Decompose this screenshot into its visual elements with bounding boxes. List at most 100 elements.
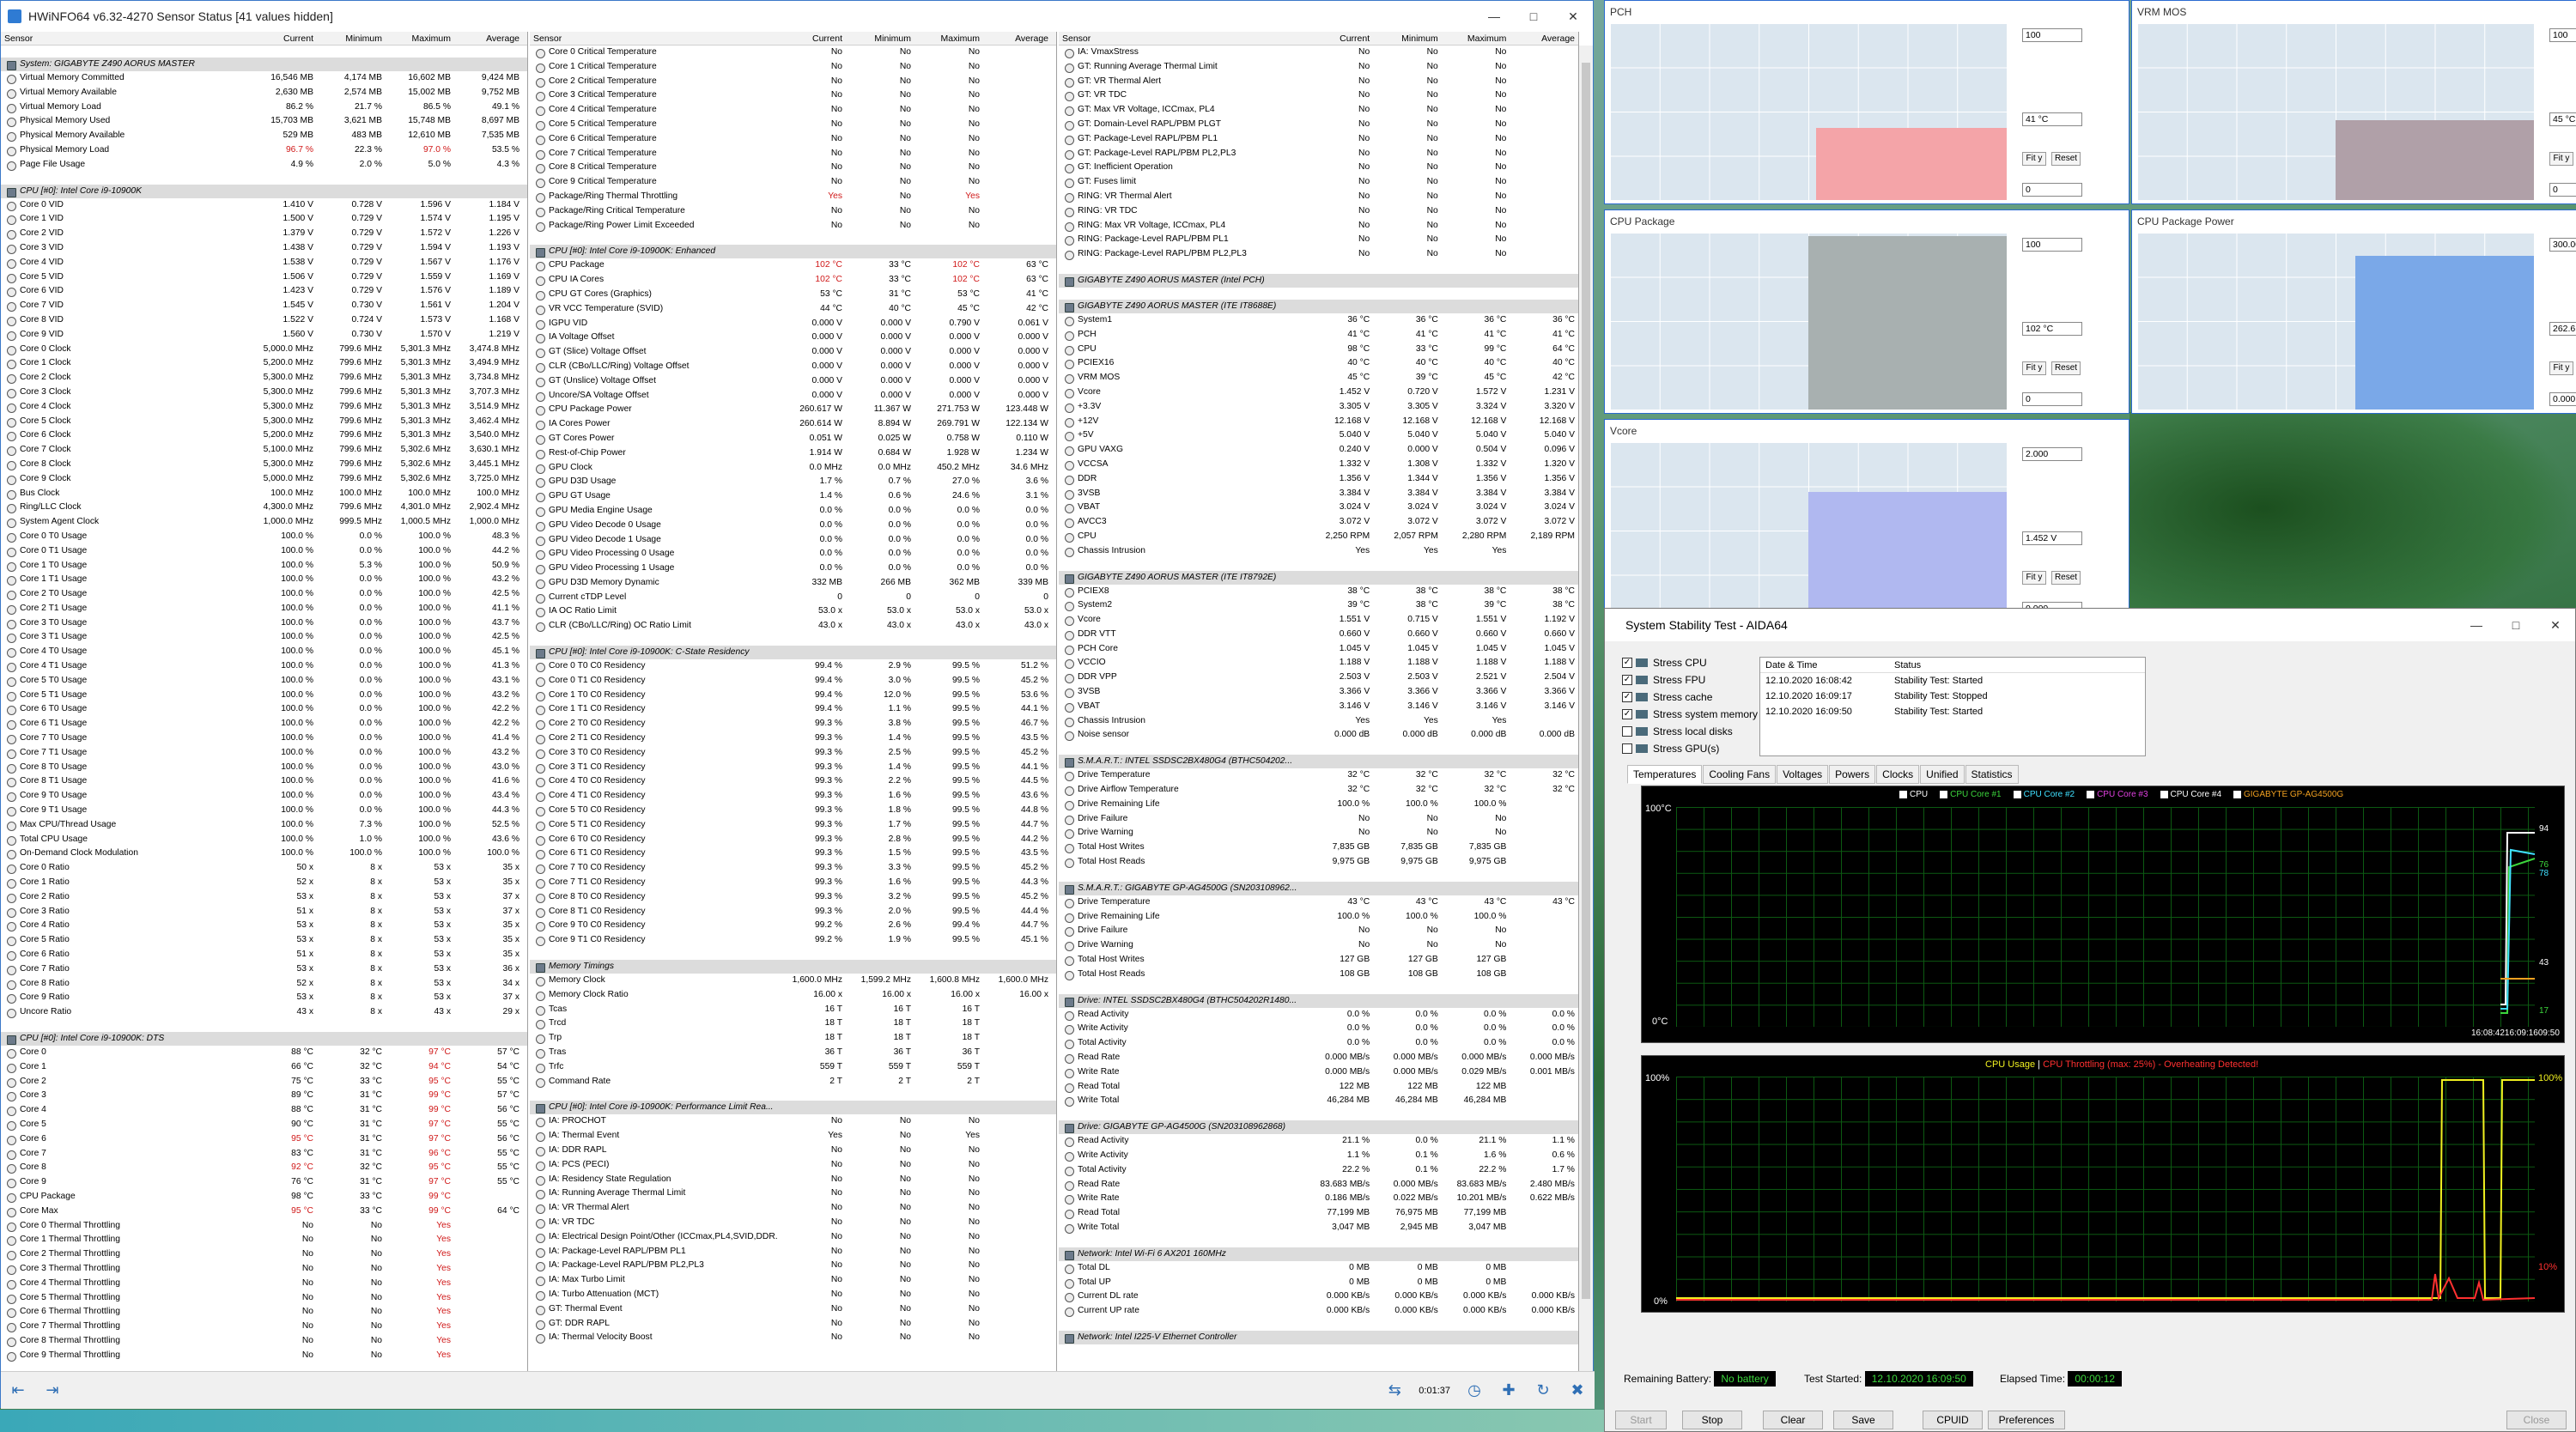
sensor-row[interactable]: Core 3 Thermal Throttling No No Yes [1,1262,527,1277]
sensor-row[interactable]: Core 5 T1 C0 Residency 99.3 % 1.7 % 99.5 % 4… [530,818,1056,833]
sensor-row[interactable]: Drive Temperature 32 °C 32 °C 32 °C 32 °C [1059,768,1578,783]
sensor-group-header[interactable]: CPU [#0]: Intel Core i9-10900K: Performa… [530,1101,1056,1115]
legend-item[interactable]: CPU [1899,790,1928,799]
sensor-row[interactable]: Max CPU/Thread Usage 100.0 % 7.3 % 100.0 % 5… [1,818,527,833]
sensor-row[interactable]: Total Host Reads 108 GB 108 GB 108 GB [1059,968,1578,982]
sensor-row[interactable]: Core 6 Thermal Throttling No No Yes [1,1305,527,1320]
sensor-row[interactable]: GPU Clock 0.0 MHz 0.0 MHz 450.2 MHz 34.6 MHz [530,461,1056,476]
sensor-row[interactable]: Core 7 Critical Temperature No No No [530,147,1056,161]
sensor-row[interactable]: RING: VR Thermal Alert No No No [1059,190,1578,204]
sensor-row[interactable]: Core 6 T1 C0 Residency 99.3 % 1.5 % 99.5 % 4… [530,846,1056,861]
collapse-left-icon[interactable]: ⇤ [11,1381,25,1399]
sensor-row[interactable]: 3VSB 3.384 V 3.384 V 3.384 V 3.384 V [1059,487,1578,501]
sensor-row[interactable]: Core 0 T0 C0 Residency 99.4 % 2.9 % 99.5 % 5… [530,659,1056,674]
sensor-row[interactable]: Ring/LLC Clock 4,300.0 MHz 799.6 MHz 4,301.… [1,501,527,515]
sensor-row[interactable]: Core 1 Critical Temperature No No No [530,60,1056,75]
sensor-row[interactable]: Core 8 VID 1.522 V 0.724 V 1.573 V 1.168 V [1,313,527,328]
maximize-button[interactable]: □ [1529,9,1538,23]
sensor-row[interactable]: Tras 36 T 36 T 36 T [530,1046,1056,1060]
sensor-row[interactable]: CPU Package Power 260.617 W 11.367 W 271.75… [530,403,1056,417]
sensor-row[interactable]: CPU IA Cores 102 °C 33 °C 102 °C 63 °C [530,273,1056,288]
sensor-row[interactable]: Core 3 Clock 5,300.0 MHz 799.6 MHz 5,301.3 … [1,385,527,400]
sensor-row[interactable]: IA: Residency State Regulation No No No [530,1173,1056,1187]
log-row[interactable]: 12.10.2020 16:09:17 Stability Test: Stopp… [1760,689,2145,704]
sensor-row[interactable]: GPU D3D Memory Dynamic 332 MB 266 MB 362 MB… [530,576,1056,591]
sensor-row[interactable]: Core 4 VID 1.538 V 0.729 V 1.567 V 1.176 V [1,256,527,270]
sensor-row[interactable]: GT: Domain-Level RAPL/PBM PLGT No No No [1059,118,1578,132]
sensor-row[interactable]: Noise sensor 0.000 dB 0.000 dB 0.000 dB 0.00… [1059,728,1578,743]
stress-checkbox[interactable] [1622,726,1632,737]
preferences-button[interactable]: Preferences [1988,1411,2065,1429]
sensor-row[interactable]: Virtual Memory Committed 16,546 MB 4,174 M… [1,71,527,86]
sensor-row[interactable]: Core 3 T0 Usage 100.0 % 0.0 % 100.0 % 43.7 % [1,616,527,631]
sensor-group-header[interactable]: S.M.A.R.T.: INTEL SSDSC2BX480G4 (BTHC504… [1059,755,1578,769]
sensor-row[interactable]: GPU VAXG 0.240 V 0.000 V 0.504 V 0.096 V [1059,443,1578,458]
sensor-row[interactable]: GT: Package-Level RAPL/PBM PL2,PL3 No No No [1059,147,1578,161]
sensor-row[interactable]: Virtual Memory Available 2,630 MB 2,574 MB… [1,86,527,100]
sensor-row[interactable]: Core 6 T0 C0 Residency 99.3 % 2.8 % 99.5 % 4… [530,833,1056,847]
sensor-row[interactable]: Write Total 46,284 MB 46,284 MB 46,284 MB [1059,1094,1578,1108]
sensor-group-header[interactable]: Drive: INTEL SSDSC2BX480G4 (BTHC504202R1… [1059,993,1578,1008]
sensor-row[interactable]: Core 2 T1 C0 Residency 99.3 % 1.4 % 99.5 % 4… [530,731,1056,746]
sensor-row[interactable]: Core 0 Critical Temperature No No No [530,46,1056,60]
cpuid-button[interactable]: CPUID [1923,1411,1983,1429]
sensor-row[interactable]: DDR 1.356 V 1.344 V 1.356 V 1.356 V [1059,472,1578,487]
sensor-row[interactable]: Core 9 VID 1.560 V 0.730 V 1.570 V 1.219 V [1,328,527,343]
sensor-row[interactable]: VCCIO 1.188 V 1.188 V 1.188 V 1.188 V [1059,656,1578,670]
sensor-row[interactable]: IA: PROCHOT No No No [530,1114,1056,1129]
sensor-row[interactable]: Core 1 T0 C0 Residency 99.4 % 12.0 % 99.5 %… [530,689,1056,703]
sensor-row[interactable]: Read Total 77,199 MB 76,975 MB 77,199 MB [1059,1206,1578,1221]
sensor-row[interactable]: Virtual Memory Load 86.2 % 21.7 % 86.5 % 49.… [1,100,527,115]
sensor-row[interactable]: GPU Video Decode 0 Usage 0.0 % 0.0 % 0.0 % 0… [530,519,1056,533]
sensor-row[interactable]: RING: Max VR Voltage, ICCmax, PL4 No No No [1059,219,1578,234]
minimize-button[interactable]: — [2470,617,2482,632]
sensor-row[interactable]: System2 39 °C 38 °C 39 °C 38 °C [1059,598,1578,613]
sensor-row[interactable]: GT Cores Power 0.051 W 0.025 W 0.758 W 0.110… [530,432,1056,446]
sensor-row[interactable]: Write Rate 0.000 MB/s 0.000 MB/s 0.029 MB/s… [1059,1065,1578,1080]
sensor-row[interactable]: Core 2 Critical Temperature No No No [530,75,1056,89]
stress-checkbox[interactable]: ✓ [1622,658,1632,668]
stress-option[interactable]: Stress GPU(s) [1622,743,1719,755]
sensor-group-header[interactable]: Network: Intel Wi-Fi 6 AX201 160MHz [1059,1247,1578,1261]
sensor-row[interactable]: Core 7 VID 1.545 V 0.730 V 1.561 V 1.204 V [1,299,527,313]
legend-checkbox[interactable] [2087,791,2095,798]
close-aida-button[interactable]: Close [2506,1411,2567,1429]
sensor-row[interactable]: Chassis Intrusion Yes Yes Yes [1059,714,1578,729]
save-button[interactable]: Save [1833,1411,1893,1429]
sensor-row[interactable]: IA: Turbo Attenuation (MCT) No No No [530,1288,1056,1302]
sensor-row[interactable]: Core 3 T0 C0 Residency 99.3 % 2.5 % 99.5 % 4… [530,746,1056,761]
sensor-row[interactable]: Drive Remaining Life 100.0 % 100.0 % 100.0 … [1059,910,1578,925]
legend-item[interactable]: CPU Core #1 [1940,790,2002,799]
sensor-row[interactable]: Physical Memory Available 529 MB 483 MB 12,… [1,129,527,143]
sensor-group-header[interactable]: Network: Intel I225-V Ethernet Controlle… [1059,1330,1578,1344]
sensor-row[interactable]: System1 36 °C 36 °C 36 °C 36 °C [1059,313,1578,328]
sensor-row[interactable]: RING: Package-Level RAPL/PBM PL2,PL3 No No… [1059,247,1578,262]
sensor-row[interactable]: IA: VR TDC No No No [530,1216,1056,1230]
sensor-row[interactable]: PCH 41 °C 41 °C 41 °C 41 °C [1059,328,1578,343]
sensor-row[interactable]: GT: Inefficient Operation No No No [1059,161,1578,175]
sensor-row[interactable]: Current cTDP Level 0 0 0 0 [530,591,1056,605]
stress-option[interactable]: ✓ Stress cache [1622,691,1712,703]
sensor-row[interactable]: Core 1 66 °C 32 °C 94 °C 54 °C [1,1060,527,1075]
sensor-row[interactable]: Total Activity 22.2 % 0.1 % 22.2 % 1.7 % [1059,1163,1578,1178]
sensor-group-header[interactable]: CPU [#0]: Intel Core i9-10900K: C-State … [530,646,1056,660]
tab-temperatures[interactable]: Temperatures [1627,765,1703,784]
sensor-row[interactable]: Core 5 T1 Usage 100.0 % 0.0 % 100.0 % 43.2 % [1,689,527,703]
legend-item[interactable]: CPU Core #2 [2013,790,2075,799]
sensor-row[interactable]: Core 8 T1 C0 Residency 99.3 % 2.0 % 99.5 % 4… [530,905,1056,919]
sensor-row[interactable]: Core 1 T1 Usage 100.0 % 0.0 % 100.0 % 43.2 % [1,573,527,587]
sensor-row[interactable]: VR VCC Temperature (SVID) 44 °C 40 °C 45 °C… [530,302,1056,317]
sensor-row[interactable]: Core 2 Clock 5,300.0 MHz 799.6 MHz 5,301.3 … [1,371,527,385]
sensor-row[interactable]: Core 7 Thermal Throttling No No Yes [1,1320,527,1334]
expand-left-icon[interactable]: ⇥ [46,1381,59,1399]
sensor-row[interactable]: Core 3 VID 1.438 V 0.729 V 1.594 V 1.193 V [1,241,527,256]
sensor-row[interactable]: Drive Failure No No No [1059,812,1578,827]
legend-checkbox[interactable] [1899,791,1907,798]
